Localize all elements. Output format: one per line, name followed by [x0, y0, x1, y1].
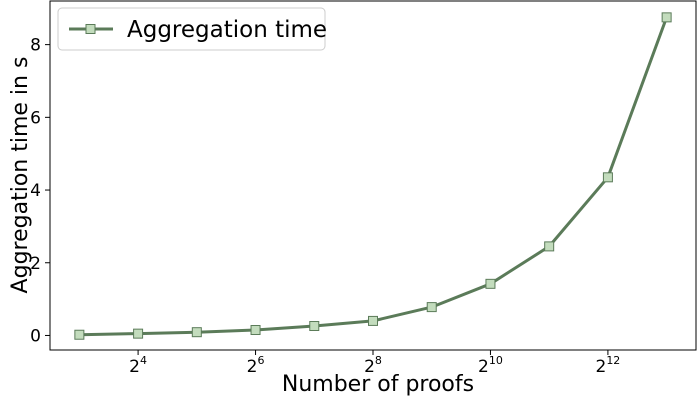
- data-point: [661, 12, 672, 23]
- y-axis: 0 2 4 6 8: [30, 36, 50, 346]
- data-point: [250, 325, 261, 336]
- data-point: [485, 278, 496, 289]
- x-axis: 24 26 28 210 212: [129, 350, 620, 377]
- x-tick-label: 24: [129, 354, 147, 377]
- data-point: [368, 315, 378, 326]
- data-point: [133, 328, 144, 339]
- series-line: [79, 16, 669, 337]
- data-point: [602, 172, 613, 183]
- series-layer: [74, 12, 672, 340]
- y-tick-label: 8: [30, 36, 41, 56]
- y-tick-label: 2: [30, 254, 41, 274]
- x-axis-title: Number of proofs: [282, 372, 474, 397]
- y-tick-label: 4: [30, 181, 41, 201]
- plot-frame: [49, 0, 697, 351]
- legend-label: Aggregation time: [127, 17, 327, 43]
- y-axis-title: Aggregation time in s: [8, 57, 33, 294]
- data-point: [191, 327, 202, 338]
- data-point: [544, 241, 555, 252]
- x-tick-label: 210: [478, 354, 503, 377]
- y-tick-label: 6: [30, 108, 41, 128]
- legend: Aggregation time: [57, 7, 327, 51]
- legend-box: [57, 7, 326, 51]
- x-tick-label: 28: [364, 354, 382, 377]
- y-tick-label: 0: [30, 326, 41, 346]
- legend-marker: [85, 24, 96, 34]
- data-point: [309, 321, 320, 332]
- x-tick-label: 26: [247, 354, 265, 377]
- data-point: [426, 302, 437, 313]
- x-tick-label: 212: [595, 354, 620, 377]
- data-point: [74, 329, 85, 340]
